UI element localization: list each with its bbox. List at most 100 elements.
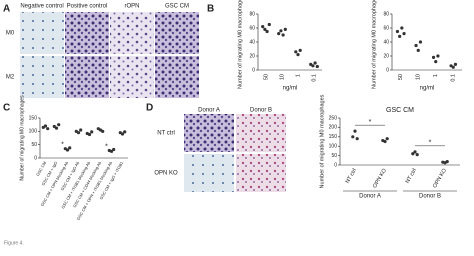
column-label: Donor B [250, 108, 272, 114]
group-label: Donor B [419, 194, 441, 200]
data-point [277, 31, 281, 36]
data-point [52, 124, 56, 129]
data-point [283, 27, 287, 31]
data-point [402, 31, 406, 36]
data-point [46, 127, 50, 131]
data-point [43, 124, 48, 128]
data-point [355, 137, 359, 141]
data-point [431, 55, 436, 60]
x-axis-label: ng/ml [283, 86, 298, 92]
data-point [453, 62, 458, 66]
panel-label: C [3, 103, 10, 114]
x-tick-label: 0.1 [311, 74, 317, 82]
data-point [315, 64, 319, 69]
data-point [296, 53, 300, 57]
x-tick-label: OPN KO [432, 167, 448, 189]
data-point [383, 139, 387, 144]
y-tick-label: 60 [249, 25, 255, 31]
y-tick-label: 100 [329, 144, 338, 150]
data-point [298, 48, 302, 53]
y-tick-label: 80 [249, 11, 255, 17]
data-point [263, 27, 267, 31]
data-point [434, 60, 438, 64]
y-tick-label: 0 [252, 67, 255, 73]
data-point [414, 43, 418, 48]
data-point [294, 50, 298, 54]
data-point [311, 64, 315, 68]
row-label: M2 [6, 75, 15, 81]
significance: * [429, 140, 432, 147]
row-label: OPN KO [154, 171, 178, 177]
data-point [68, 146, 72, 150]
data-point [436, 54, 440, 58]
chart-title: GSC CM [386, 107, 414, 114]
data-point [400, 26, 404, 30]
y-tick-label: 40 [383, 39, 389, 45]
data-point [265, 29, 269, 34]
micrograph [110, 12, 154, 54]
data-point [415, 153, 419, 157]
x-tick-label: 10 [416, 74, 422, 80]
x-tick-label: 50 [398, 74, 404, 80]
x-tick-label: 50 [263, 74, 269, 80]
data-point [418, 40, 423, 44]
row-label: M0 [6, 31, 15, 37]
data-point [351, 135, 355, 139]
y-axis-label: Number of migrating M0 macrophages [19, 95, 25, 181]
data-point [395, 29, 400, 34]
micrograph [65, 56, 109, 98]
y-tick-label: 20 [249, 53, 255, 59]
y-tick-label: 200 [329, 125, 338, 131]
y-tick-label: 50 [331, 153, 337, 159]
micrograph [155, 12, 199, 54]
data-point [112, 147, 116, 152]
data-point [267, 22, 271, 27]
data-point [398, 34, 402, 39]
data-point [313, 61, 317, 65]
data-point [101, 129, 105, 133]
y-axis-label: Number of migrating M0 macrophages [371, 0, 377, 89]
data-point [416, 48, 420, 53]
y-tick-label: 0 [386, 67, 389, 73]
y-tick-label: 80 [383, 11, 389, 17]
y-tick-label: 20 [383, 53, 389, 59]
data-point [385, 137, 389, 141]
data-point [120, 132, 125, 136]
data-point [87, 132, 92, 137]
significance: * [105, 143, 108, 150]
data-point [90, 130, 94, 134]
x-tick-label: 1 [433, 74, 439, 77]
micrograph [20, 56, 64, 98]
panel-label: D [146, 103, 153, 114]
micrograph [236, 154, 286, 192]
column-label: Positive control [67, 4, 108, 10]
significance: * [61, 142, 64, 149]
y-tick-label: 40 [249, 39, 255, 45]
y-tick-label: 60 [383, 25, 389, 31]
y-tick-label: 100 [29, 129, 38, 135]
y-axis-label: Number of migrating M0 macrophages [237, 0, 243, 89]
data-point [123, 130, 127, 134]
data-point [54, 126, 59, 130]
x-tick-label: 10 [279, 74, 285, 80]
y-tick-label: 150 [329, 134, 338, 140]
micrograph [236, 114, 286, 152]
data-point [79, 128, 83, 132]
panel-label: A [3, 4, 10, 15]
y-tick-label: 250 [329, 115, 338, 121]
caption: Figure 4. [4, 240, 24, 246]
column-label: Donor A [198, 108, 220, 114]
y-tick-label: 150 [29, 115, 38, 121]
y-tick-label: 0 [334, 162, 337, 168]
micrograph [184, 154, 234, 192]
micrograph [155, 56, 199, 98]
x-tick-label: OPN KO [372, 167, 388, 189]
data-point [281, 33, 285, 37]
micrograph [20, 12, 64, 54]
x-tick-label: 0.1 [451, 74, 457, 82]
data-point [65, 148, 70, 152]
significance: * [369, 119, 372, 126]
group-label: Donor A [359, 194, 381, 200]
micrograph [184, 114, 234, 152]
